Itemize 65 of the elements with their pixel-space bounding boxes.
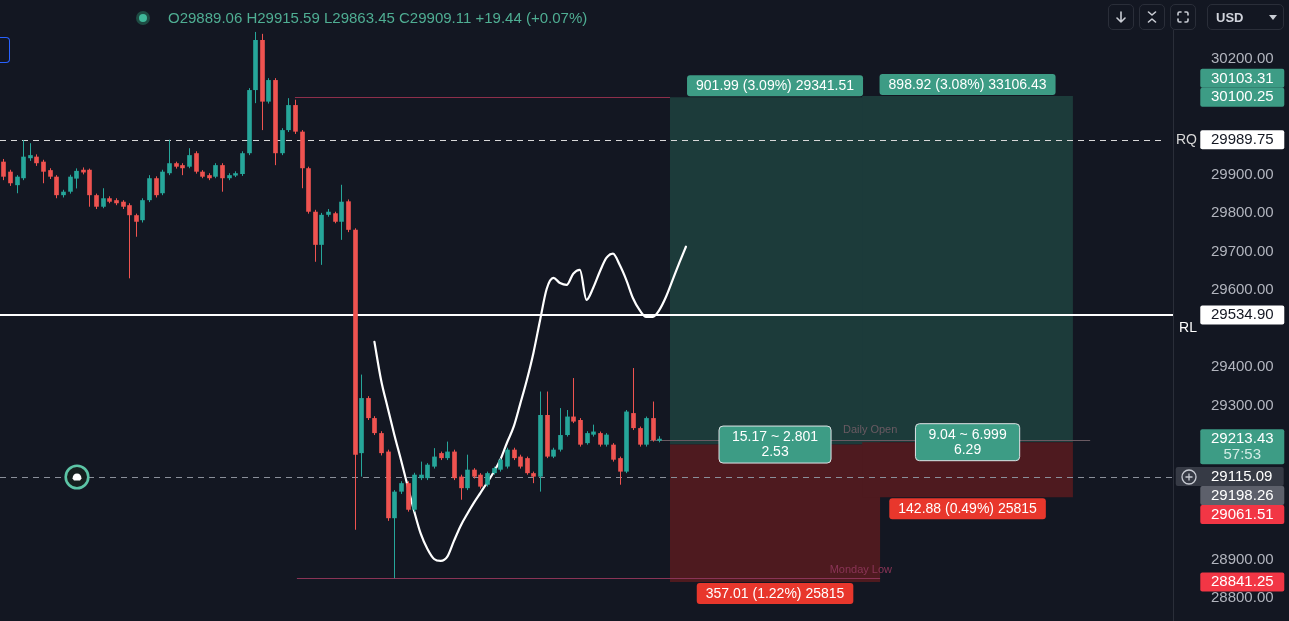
y-tick-label: 29300.00 (1211, 395, 1274, 413)
y-tick-label: 28900.00 (1211, 549, 1274, 567)
candlestick (565, 409, 570, 438)
candlestick (465, 454, 470, 491)
candlestick (41, 159, 46, 184)
candlestick (651, 401, 656, 443)
annotation: 15.17 ~ 2.801 2.53 (732, 428, 819, 460)
candlestick (140, 197, 145, 224)
y-tick-label: 28841.25 (1211, 572, 1274, 590)
ref-line-label: Monday Low (829, 562, 893, 575)
candlestick (280, 127, 285, 156)
y-tick-label: 29800.00 (1211, 203, 1274, 221)
candlestick (525, 456, 530, 476)
ref-line-label: RL (1179, 318, 1198, 335)
band-label: 898.92 (3.08%) 33106.43 (888, 75, 1047, 92)
candlestick (240, 150, 245, 177)
band-label: 901.99 (3.09%) 29341.51 (696, 77, 855, 94)
candlestick (571, 377, 576, 424)
candlestick (638, 426, 643, 448)
y-tick-label: 29213.43 (1211, 428, 1274, 446)
candlestick (187, 147, 192, 169)
y-tick-label: 29989.75 (1211, 129, 1274, 147)
candlestick (134, 213, 139, 238)
text: 57:53 (1223, 444, 1262, 462)
candlestick (618, 456, 623, 486)
candlestick (220, 162, 225, 193)
ref-line-label: RQ (1176, 130, 1198, 147)
candlestick (505, 447, 510, 470)
candlestick (432, 447, 437, 470)
candlestick (459, 474, 464, 501)
candlestick (366, 395, 371, 421)
y-tick-label: 29115.09 (1211, 466, 1273, 484)
candlestick (611, 442, 616, 463)
y-tick-label: 29400.00 (1211, 357, 1274, 375)
candlestick (379, 430, 384, 456)
candlestick (1, 158, 6, 181)
text: 30103.31 (1210, 68, 1274, 86)
candlestick (372, 415, 377, 436)
candlestick (194, 150, 199, 175)
candlestick (167, 139, 172, 176)
y-tick-label: 29600.00 (1211, 280, 1274, 298)
chart-title: O29889.06 H29915.59 L29863.45 C29909.11 +19.44 (+0.07%) (168, 8, 588, 28)
y-tick-label: 29700.00 (1211, 241, 1274, 259)
y-tick-label: 30200.00 (1211, 49, 1274, 67)
annotation: 9.04 ~ 6.999 6.29 (928, 426, 1007, 458)
candlestick (266, 77, 271, 105)
candlestick (339, 184, 344, 241)
y-tick-label: 28800.00 (1211, 588, 1274, 606)
candlestick (54, 174, 59, 199)
text: 29198.26 (1210, 486, 1274, 504)
currency-dropdown: USD (1207, 4, 1284, 30)
candlestick (558, 407, 563, 453)
candlestick (631, 367, 636, 431)
text: 29061.51 (1210, 505, 1274, 523)
candlestick (160, 169, 165, 196)
candlestick (101, 187, 106, 209)
y-tick-label: 29534.90 (1211, 305, 1274, 323)
y-tick-label: 29900.00 (1211, 164, 1274, 182)
band-label: 142.88 (0.49%) 25815 (898, 500, 1038, 517)
y-tick-label: 30100.25 (1211, 87, 1274, 105)
ref-line-label: Daily Open (842, 423, 898, 436)
candlestick (147, 174, 152, 203)
candlestick (154, 175, 159, 198)
band-label: 357.01 (1.22%) 25815 (705, 584, 845, 601)
candlestick (445, 441, 450, 461)
